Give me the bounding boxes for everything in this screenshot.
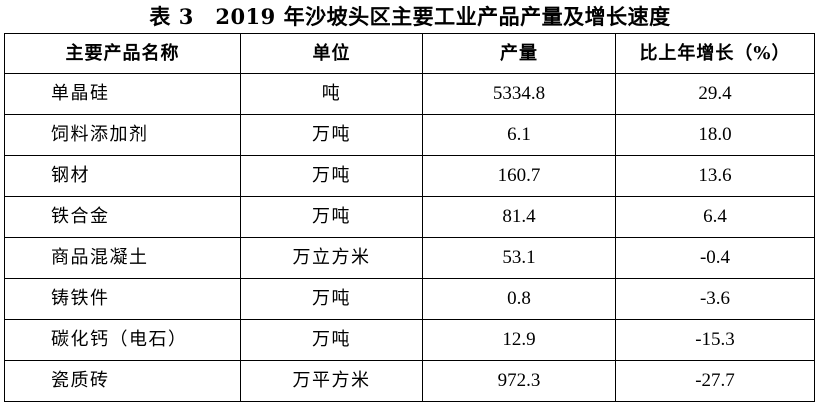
product-name-cell: 碳化钙（电石）: [4, 319, 241, 361]
unit-cell: 万立方米: [240, 237, 423, 279]
header-growth: 比上年增长（%）: [615, 33, 815, 74]
product-name-cell: 铁合金: [4, 196, 241, 238]
table-row: 饲料添加剂 万吨 6.1 18.0: [4, 114, 815, 156]
industrial-products-table: 主要产品名称 单位 产量 比上年增长（%） 单晶硅 吨 5334.8 29.4 …: [4, 33, 815, 402]
unit-cell: 万吨: [240, 319, 423, 361]
output-cell: 53.1: [422, 237, 616, 279]
table-row: 碳化钙（电石） 万吨 12.9 -15.3: [4, 319, 815, 361]
unit-cell: 万吨: [240, 196, 423, 238]
output-cell: 6.1: [422, 114, 616, 156]
growth-cell: 18.0: [615, 114, 815, 156]
table-row: 钢材 万吨 160.7 13.6: [4, 155, 815, 197]
table-header-row: 主要产品名称 单位 产量 比上年增长（%）: [4, 33, 815, 74]
unit-cell: 万吨: [240, 155, 423, 197]
growth-cell: 6.4: [615, 196, 815, 238]
output-cell: 12.9: [422, 319, 616, 361]
product-name-cell: 瓷质砖: [4, 360, 241, 402]
unit-cell: 万吨: [240, 114, 423, 156]
header-output: 产量: [422, 33, 616, 74]
output-cell: 81.4: [422, 196, 616, 238]
table-title: 表 3 2019 年沙坡头区主要工业产品产量及增长速度: [149, 4, 671, 29]
table-row: 瓷质砖 万平方米 972.3 -27.7: [4, 360, 815, 402]
output-cell: 0.8: [422, 278, 616, 320]
unit-cell: 万吨: [240, 278, 423, 320]
product-name-cell: 钢材: [4, 155, 241, 197]
header-product-name: 主要产品名称: [4, 33, 241, 74]
header-unit: 单位: [240, 33, 423, 74]
product-name-cell: 商品混凝土: [4, 237, 241, 279]
growth-cell: 13.6: [615, 155, 815, 197]
growth-cell: 29.4: [615, 73, 815, 115]
unit-cell: 万平方米: [240, 360, 423, 402]
unit-cell: 吨: [240, 73, 423, 115]
table-row: 铁合金 万吨 81.4 6.4: [4, 196, 815, 238]
growth-cell: -27.7: [615, 360, 815, 402]
table-row: 铸铁件 万吨 0.8 -3.6: [4, 278, 815, 320]
growth-cell: -3.6: [615, 278, 815, 320]
output-cell: 160.7: [422, 155, 616, 197]
table-row: 单晶硅 吨 5334.8 29.4: [4, 73, 815, 115]
product-name-cell: 单晶硅: [4, 73, 241, 115]
product-name-cell: 铸铁件: [4, 278, 241, 320]
output-cell: 972.3: [422, 360, 616, 402]
product-name-cell: 饲料添加剂: [4, 114, 241, 156]
table-row: 商品混凝土 万立方米 53.1 -0.4: [4, 237, 815, 279]
growth-cell: -0.4: [615, 237, 815, 279]
growth-cell: -15.3: [615, 319, 815, 361]
output-cell: 5334.8: [422, 73, 616, 115]
